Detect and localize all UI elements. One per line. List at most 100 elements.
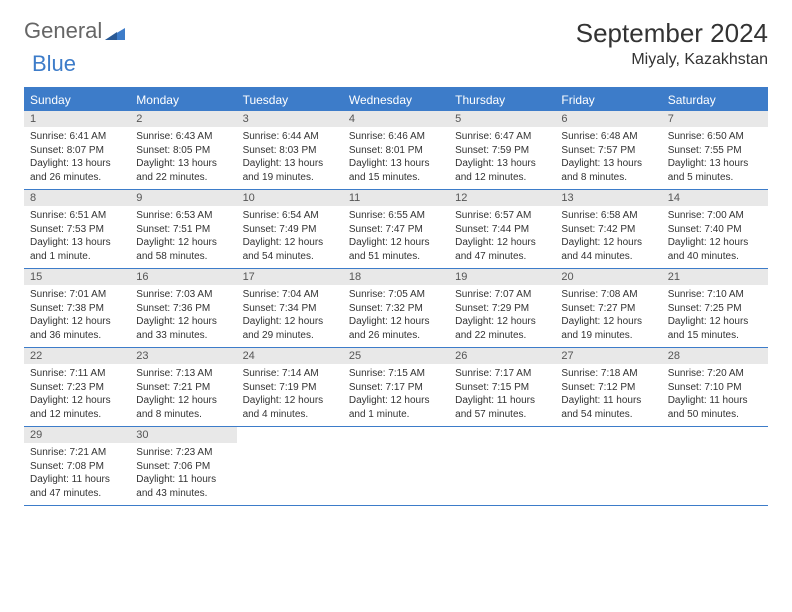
logo-text-1: General: [24, 18, 102, 44]
day-number: 23: [130, 348, 236, 364]
day-body: Sunrise: 7:14 AMSunset: 7:19 PMDaylight:…: [237, 364, 343, 426]
sunrise-text: Sunrise: 6:57 AM: [455, 209, 549, 223]
weekday-header-row: Sunday Monday Tuesday Wednesday Thursday…: [24, 89, 768, 111]
day-body: Sunrise: 7:11 AMSunset: 7:23 PMDaylight:…: [24, 364, 130, 426]
day-body: Sunrise: 7:23 AMSunset: 7:06 PMDaylight:…: [130, 443, 236, 505]
day-cell: 1Sunrise: 6:41 AMSunset: 8:07 PMDaylight…: [24, 111, 130, 189]
day-number: 7: [662, 111, 768, 127]
weekday-header: Saturday: [662, 89, 768, 111]
day-cell: 27Sunrise: 7:18 AMSunset: 7:12 PMDayligh…: [555, 348, 661, 426]
sunset-text: Sunset: 7:27 PM: [561, 302, 655, 316]
weekday-header: Wednesday: [343, 89, 449, 111]
sunset-text: Sunset: 7:53 PM: [30, 223, 124, 237]
day-cell: 18Sunrise: 7:05 AMSunset: 7:32 PMDayligh…: [343, 269, 449, 347]
daylight-text: Daylight: 12 hours and 33 minutes.: [136, 315, 230, 342]
day-number: 1: [24, 111, 130, 127]
day-cell: 14Sunrise: 7:00 AMSunset: 7:40 PMDayligh…: [662, 190, 768, 268]
sunset-text: Sunset: 7:08 PM: [30, 460, 124, 474]
sunset-text: Sunset: 7:12 PM: [561, 381, 655, 395]
day-cell: 20Sunrise: 7:08 AMSunset: 7:27 PMDayligh…: [555, 269, 661, 347]
day-body: Sunrise: 6:57 AMSunset: 7:44 PMDaylight:…: [449, 206, 555, 268]
sunrise-text: Sunrise: 7:01 AM: [30, 288, 124, 302]
day-cell: 23Sunrise: 7:13 AMSunset: 7:21 PMDayligh…: [130, 348, 236, 426]
day-cell: 19Sunrise: 7:07 AMSunset: 7:29 PMDayligh…: [449, 269, 555, 347]
day-cell: 3Sunrise: 6:44 AMSunset: 8:03 PMDaylight…: [237, 111, 343, 189]
daylight-text: Daylight: 13 hours and 19 minutes.: [243, 157, 337, 184]
week-row: 1Sunrise: 6:41 AMSunset: 8:07 PMDaylight…: [24, 111, 768, 190]
sunset-text: Sunset: 8:03 PM: [243, 144, 337, 158]
daylight-text: Daylight: 12 hours and 40 minutes.: [668, 236, 762, 263]
day-number: 16: [130, 269, 236, 285]
sunset-text: Sunset: 7:59 PM: [455, 144, 549, 158]
sunset-text: Sunset: 7:51 PM: [136, 223, 230, 237]
day-body: Sunrise: 6:50 AMSunset: 7:55 PMDaylight:…: [662, 127, 768, 189]
day-body: Sunrise: 6:53 AMSunset: 7:51 PMDaylight:…: [130, 206, 236, 268]
day-number: 2: [130, 111, 236, 127]
sunrise-text: Sunrise: 6:46 AM: [349, 130, 443, 144]
weekday-header: Thursday: [449, 89, 555, 111]
day-number: 20: [555, 269, 661, 285]
day-cell: 8Sunrise: 6:51 AMSunset: 7:53 PMDaylight…: [24, 190, 130, 268]
day-body: Sunrise: 6:58 AMSunset: 7:42 PMDaylight:…: [555, 206, 661, 268]
daylight-text: Daylight: 13 hours and 8 minutes.: [561, 157, 655, 184]
daylight-text: Daylight: 13 hours and 1 minute.: [30, 236, 124, 263]
sunrise-text: Sunrise: 7:18 AM: [561, 367, 655, 381]
logo-triangle-icon: [105, 20, 125, 46]
sunrise-text: Sunrise: 6:54 AM: [243, 209, 337, 223]
day-number: 22: [24, 348, 130, 364]
day-cell: [449, 427, 555, 505]
day-number: 19: [449, 269, 555, 285]
week-row: 22Sunrise: 7:11 AMSunset: 7:23 PMDayligh…: [24, 348, 768, 427]
sunrise-text: Sunrise: 7:14 AM: [243, 367, 337, 381]
day-body: Sunrise: 7:13 AMSunset: 7:21 PMDaylight:…: [130, 364, 236, 426]
logo: General: [24, 18, 125, 44]
daylight-text: Daylight: 12 hours and 44 minutes.: [561, 236, 655, 263]
sunset-text: Sunset: 8:07 PM: [30, 144, 124, 158]
sunrise-text: Sunrise: 6:41 AM: [30, 130, 124, 144]
day-body: Sunrise: 7:10 AMSunset: 7:25 PMDaylight:…: [662, 285, 768, 347]
sunrise-text: Sunrise: 6:51 AM: [30, 209, 124, 223]
day-cell: 9Sunrise: 6:53 AMSunset: 7:51 PMDaylight…: [130, 190, 236, 268]
sunset-text: Sunset: 8:05 PM: [136, 144, 230, 158]
day-cell: [343, 427, 449, 505]
day-cell: [662, 427, 768, 505]
day-body: Sunrise: 6:43 AMSunset: 8:05 PMDaylight:…: [130, 127, 236, 189]
day-cell: [237, 427, 343, 505]
day-body: Sunrise: 7:08 AMSunset: 7:27 PMDaylight:…: [555, 285, 661, 347]
day-number: 13: [555, 190, 661, 206]
sunrise-text: Sunrise: 6:44 AM: [243, 130, 337, 144]
sunset-text: Sunset: 7:23 PM: [30, 381, 124, 395]
week-row: 29Sunrise: 7:21 AMSunset: 7:08 PMDayligh…: [24, 427, 768, 506]
day-body: Sunrise: 7:20 AMSunset: 7:10 PMDaylight:…: [662, 364, 768, 426]
daylight-text: Daylight: 13 hours and 15 minutes.: [349, 157, 443, 184]
day-number: 29: [24, 427, 130, 443]
day-cell: 29Sunrise: 7:21 AMSunset: 7:08 PMDayligh…: [24, 427, 130, 505]
sunset-text: Sunset: 7:44 PM: [455, 223, 549, 237]
day-cell: 10Sunrise: 6:54 AMSunset: 7:49 PMDayligh…: [237, 190, 343, 268]
day-cell: 26Sunrise: 7:17 AMSunset: 7:15 PMDayligh…: [449, 348, 555, 426]
sunset-text: Sunset: 7:34 PM: [243, 302, 337, 316]
day-cell: 17Sunrise: 7:04 AMSunset: 7:34 PMDayligh…: [237, 269, 343, 347]
weekday-header: Monday: [130, 89, 236, 111]
daylight-text: Daylight: 13 hours and 12 minutes.: [455, 157, 549, 184]
sunrise-text: Sunrise: 7:00 AM: [668, 209, 762, 223]
daylight-text: Daylight: 11 hours and 54 minutes.: [561, 394, 655, 421]
sunset-text: Sunset: 7:06 PM: [136, 460, 230, 474]
day-cell: 24Sunrise: 7:14 AMSunset: 7:19 PMDayligh…: [237, 348, 343, 426]
sunset-text: Sunset: 7:21 PM: [136, 381, 230, 395]
week-row: 15Sunrise: 7:01 AMSunset: 7:38 PMDayligh…: [24, 269, 768, 348]
sunrise-text: Sunrise: 7:20 AM: [668, 367, 762, 381]
day-body: Sunrise: 7:01 AMSunset: 7:38 PMDaylight:…: [24, 285, 130, 347]
day-cell: 12Sunrise: 6:57 AMSunset: 7:44 PMDayligh…: [449, 190, 555, 268]
day-cell: 7Sunrise: 6:50 AMSunset: 7:55 PMDaylight…: [662, 111, 768, 189]
sunrise-text: Sunrise: 7:15 AM: [349, 367, 443, 381]
day-cell: 5Sunrise: 6:47 AMSunset: 7:59 PMDaylight…: [449, 111, 555, 189]
daylight-text: Daylight: 12 hours and 58 minutes.: [136, 236, 230, 263]
sunset-text: Sunset: 7:49 PM: [243, 223, 337, 237]
day-body: Sunrise: 6:41 AMSunset: 8:07 PMDaylight:…: [24, 127, 130, 189]
sunrise-text: Sunrise: 6:55 AM: [349, 209, 443, 223]
day-body: Sunrise: 7:04 AMSunset: 7:34 PMDaylight:…: [237, 285, 343, 347]
day-number: 15: [24, 269, 130, 285]
daylight-text: Daylight: 12 hours and 12 minutes.: [30, 394, 124, 421]
sunrise-text: Sunrise: 7:21 AM: [30, 446, 124, 460]
